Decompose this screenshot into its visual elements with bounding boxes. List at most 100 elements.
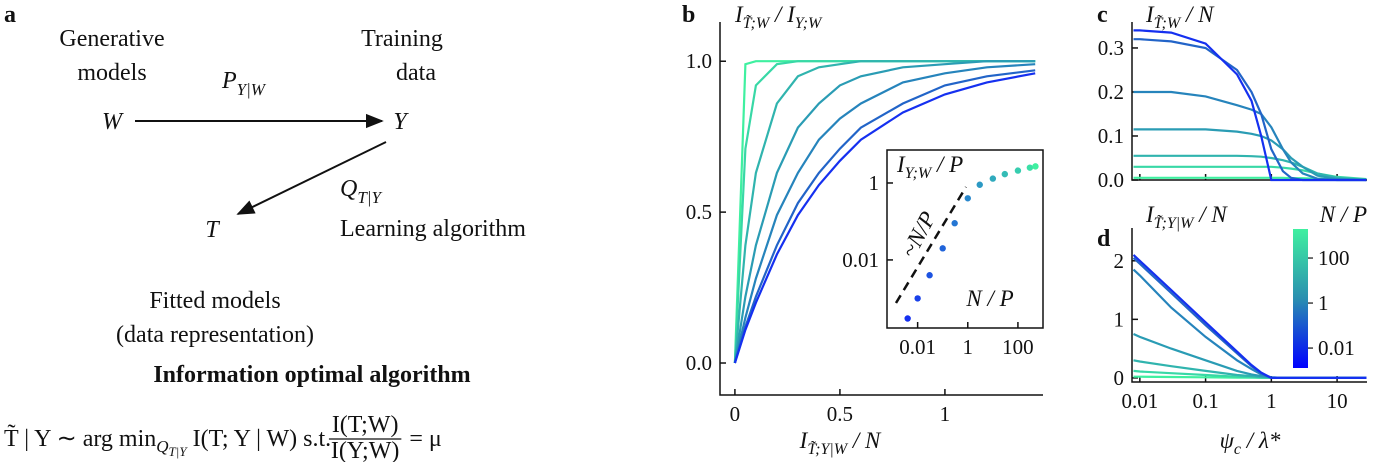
node: Y: [393, 109, 409, 135]
colorbar-tick-label: 1: [1318, 291, 1329, 315]
text: / N: [1180, 2, 1215, 27]
text: / N: [847, 428, 882, 453]
equation: = μ: [409, 426, 441, 452]
series-line: [1133, 90, 1367, 182]
fraction-denominator: I(Y;W): [331, 438, 399, 462]
inset-frame: [886, 149, 1044, 329]
y-tick-label: 2: [1114, 249, 1125, 273]
subscript: T̃;W: [743, 14, 771, 32]
y-tick-label: 0.3: [1098, 36, 1124, 60]
label: N / P: [965, 286, 1013, 311]
label: IT̃;Y|W / N: [1145, 202, 1228, 232]
x-tick-label: 1: [1266, 389, 1277, 413]
y-tick-label: 0.1: [1098, 124, 1124, 148]
label: N / P: [1319, 202, 1367, 227]
point: [1001, 170, 1009, 178]
text: I: [734, 2, 744, 27]
subscript: Q: [156, 437, 168, 456]
point: [926, 272, 933, 279]
label: ψc / λ*: [1220, 428, 1281, 458]
y-tick-label: 0.2: [1098, 80, 1124, 104]
text: N / P: [965, 286, 1013, 311]
text: I: [1145, 2, 1155, 27]
point: [951, 220, 958, 227]
text: / λ*: [1241, 428, 1281, 453]
series-line: [733, 60, 1036, 364]
subscript: T|Y: [357, 188, 382, 207]
series-line: [1132, 254, 1367, 379]
point: [914, 295, 921, 302]
subscript: T|Y: [169, 444, 189, 459]
series-line: [733, 72, 1036, 364]
point: [1026, 164, 1034, 171]
series-line: [1132, 268, 1367, 379]
y-tick-label: 1.0: [686, 49, 712, 73]
x-tick-label: 0.01: [1121, 389, 1158, 413]
text: / I: [769, 2, 796, 27]
point: [1014, 167, 1022, 174]
axis-line: [719, 22, 1043, 396]
label: IT̃;Y|W / N: [799, 428, 882, 458]
node-label: models: [77, 60, 146, 86]
panel-label: a: [4, 2, 16, 28]
y-tick-label: 0.01: [842, 248, 879, 272]
subscript: T̃;Y|W: [1154, 214, 1195, 232]
subscript: Y;W: [795, 15, 823, 32]
panel-label: d: [1097, 226, 1111, 252]
x-tick-label: 1: [963, 335, 974, 359]
y-tick-label: 0.0: [686, 351, 712, 375]
subscript: Y|W: [237, 80, 267, 99]
node-label: Training: [361, 26, 443, 52]
x-tick-label: 0.5: [827, 402, 853, 426]
node-label: Generative: [59, 26, 164, 52]
edge-label: QT|Y: [340, 176, 382, 207]
diagram: a Generative models PY|W Training data W…: [4, 2, 526, 462]
text: T̃ | Y ∼ arg min: [4, 424, 156, 452]
panel-label: b: [682, 2, 695, 28]
text: Q: [340, 176, 357, 202]
x-tick-label: 10: [1327, 389, 1348, 413]
label: IT̃;W / IY;W: [734, 2, 823, 32]
series-line: [733, 69, 1036, 364]
point: [989, 175, 997, 182]
point: [1032, 163, 1039, 170]
series-line: [733, 60, 1036, 364]
x-tick-label: 100: [1002, 335, 1034, 359]
node: T: [205, 217, 220, 243]
series-line: [1133, 128, 1367, 182]
x-tick-label: 0.1: [1192, 389, 1218, 413]
colorbar-tick-label: 100: [1318, 246, 1350, 270]
point: [964, 195, 971, 202]
text: I: [1145, 202, 1155, 227]
y-tick-label: 1: [869, 171, 880, 195]
fraction-numerator: I(T;W): [332, 412, 399, 438]
point: [976, 181, 983, 188]
text: ψ: [1220, 428, 1235, 453]
subscript: T̃;Y|W: [807, 440, 848, 458]
y-tick-label: 0.0: [1098, 168, 1124, 192]
subscript: T̃;W: [1154, 14, 1182, 32]
node-label: data: [396, 60, 436, 86]
x-tick-label: 1: [940, 402, 951, 426]
text: I: [896, 152, 906, 177]
text: / N: [1193, 202, 1228, 227]
series-line: [733, 63, 1036, 364]
x-tick-label: 0: [730, 402, 741, 426]
y-tick-label: 1: [1114, 307, 1125, 331]
panel-label: c: [1097, 2, 1108, 28]
y-tick-label: 0: [1114, 366, 1125, 390]
text: P: [221, 68, 237, 94]
reference-line: [894, 186, 968, 304]
label: IT̃;W / N: [1145, 2, 1215, 32]
text: I(T; Y | W) s.t.: [187, 426, 332, 452]
equation: T̃ | Y ∼ arg minQT|Y I(T; Y | W) s.t.: [4, 424, 331, 459]
point: [939, 245, 946, 252]
axis-line: [1131, 228, 1367, 383]
node: W: [102, 109, 124, 135]
text: / P: [931, 152, 963, 177]
colorbar: [1293, 229, 1308, 368]
edge-label: Learning algorithm: [340, 216, 526, 242]
text: I: [799, 428, 809, 453]
series-line: [1133, 29, 1367, 182]
